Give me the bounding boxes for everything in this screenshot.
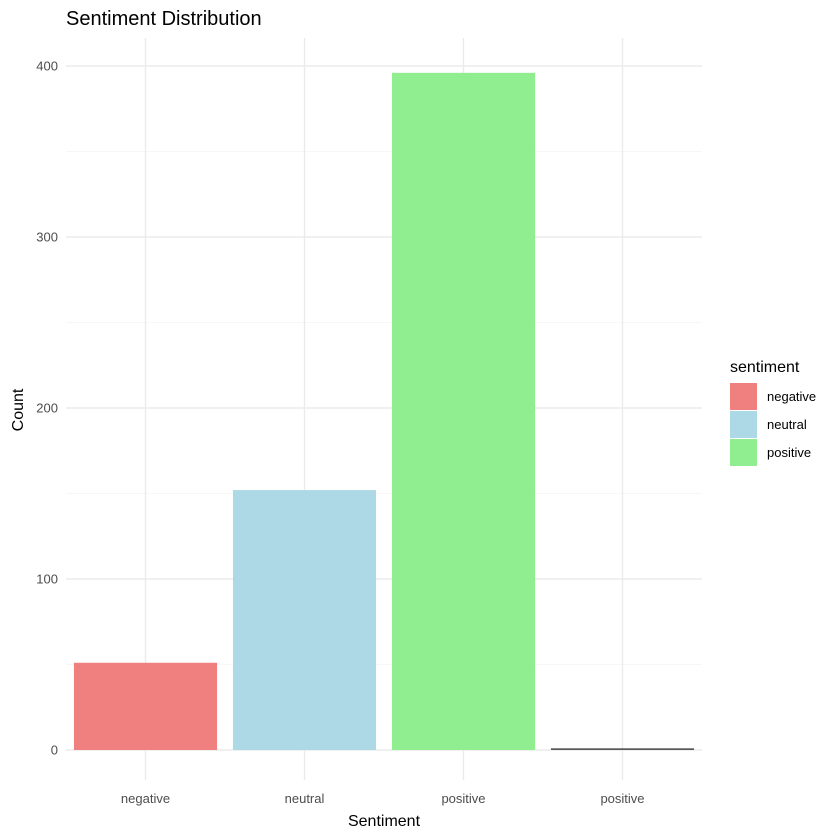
y-axis-ticks: 0 100 200 300 400 xyxy=(36,59,58,758)
x-tick-label: negative xyxy=(121,791,170,806)
x-axis-ticks: negative neutral positive positive xyxy=(121,791,645,806)
x-tick-label: neutral xyxy=(285,791,325,806)
bar-negative-0 xyxy=(73,662,218,750)
x-axis-title: Sentiment xyxy=(348,813,421,830)
legend-key-neutral xyxy=(730,411,757,438)
y-tick-label: 100 xyxy=(36,572,58,587)
legend-key-negative xyxy=(730,383,757,410)
x-tick-label: positive xyxy=(441,791,485,806)
legend-title: sentiment xyxy=(730,359,800,376)
legend-entries: negative neutral positive xyxy=(730,383,816,466)
legend: sentiment negative neutral positive xyxy=(730,359,816,466)
y-tick-label: 300 xyxy=(36,230,58,245)
y-tick-label: 400 xyxy=(36,59,58,74)
bars xyxy=(73,72,695,751)
legend-key-positive xyxy=(730,439,757,466)
y-axis-title: Count xyxy=(10,388,27,431)
bar-neutral-1 xyxy=(232,490,377,750)
bar-positive-2 xyxy=(391,72,536,751)
bar-positive-3 xyxy=(550,748,695,750)
legend-label-neutral: neutral xyxy=(767,417,807,432)
legend-label-negative: negative xyxy=(767,389,816,404)
legend-label-positive: positive xyxy=(767,445,811,460)
y-tick-label: 0 xyxy=(51,743,58,758)
x-tick-label: positive xyxy=(600,791,644,806)
y-tick-label: 200 xyxy=(36,401,58,416)
chart-title: Sentiment Distribution xyxy=(66,8,262,30)
